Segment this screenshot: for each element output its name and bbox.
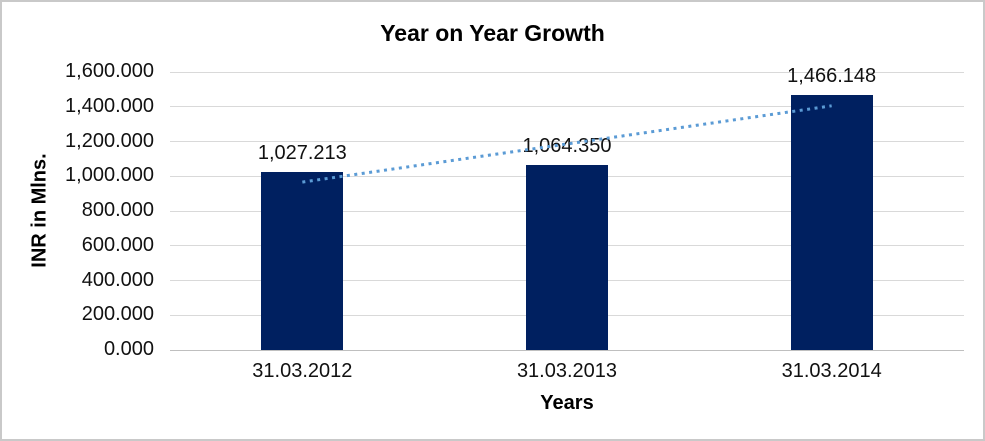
x-axis-line <box>170 349 964 351</box>
y-tick-label: 400.000 <box>81 268 154 291</box>
trendline-layer <box>302 104 832 184</box>
x-tick-label: 31.03.2014 <box>781 360 882 382</box>
plot-area: 1,027.213 1,064.350 1,466.148 <box>170 65 964 351</box>
y-tick-label: 0.000 <box>103 338 154 360</box>
x-tick-label: 31.03.2012 <box>252 360 353 382</box>
x-axis-title: Years <box>540 392 594 414</box>
y-tick-label: 1,600.000 <box>65 60 154 82</box>
gridline <box>170 141 964 142</box>
y-tick-label: 1,000.000 <box>65 164 154 187</box>
gridline <box>170 71 964 73</box>
y-tick-label: 200.000 <box>81 303 154 326</box>
bar-value-label: 1,027.213 <box>257 141 347 164</box>
y-tick-label: 600.000 <box>81 233 154 256</box>
y-tick-label: 1,200.000 <box>65 129 154 152</box>
gridline <box>170 106 964 108</box>
chart-title: Year on Year Growth <box>380 20 605 46</box>
bar <box>790 95 873 350</box>
bar-value-label: 1,466.148 <box>787 65 877 88</box>
y-tick-label: 800.000 <box>81 199 154 221</box>
bar <box>526 165 608 350</box>
x-tick-label: 31.03.2013 <box>516 360 618 382</box>
bar <box>261 171 344 350</box>
bar-value-label: 1,064.350 <box>522 135 612 158</box>
trendline <box>302 104 832 184</box>
y-tick-label: 1,400.000 <box>65 94 154 117</box>
